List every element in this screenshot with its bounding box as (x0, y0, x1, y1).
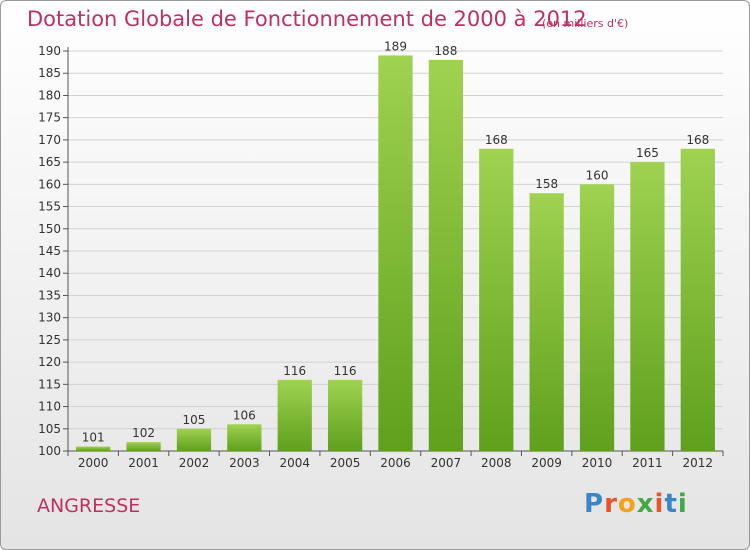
x-tick-label: 2011 (632, 456, 663, 470)
logo-letter: t (664, 489, 678, 519)
bar (227, 424, 262, 451)
bar (176, 428, 212, 451)
y-tick-label: 145 (38, 244, 61, 258)
place-name: ANGRESSE (37, 495, 141, 517)
data-label: 116 (334, 364, 357, 378)
labels: 2000 101 2001 102 2002 105 2003 106 2004 116 2005 1… (78, 39, 713, 470)
y-tick-label: 160 (38, 177, 61, 191)
x-tick-label: 2009 (531, 456, 562, 470)
logo-letter: i (654, 489, 665, 519)
x-tick-label: 2005 (330, 456, 361, 470)
x-tick-label: 2012 (683, 456, 714, 470)
data-label: 168 (686, 133, 709, 147)
y-tick-label: 130 (38, 311, 61, 325)
x-tick-label: 2004 (279, 456, 310, 470)
bar (479, 148, 514, 451)
bar (327, 379, 363, 451)
y-tick-label: 190 (38, 44, 61, 58)
x-tick-label: 2008 (481, 456, 512, 470)
data-label: 102 (132, 426, 155, 440)
data-label: 168 (485, 133, 508, 147)
data-label: 188 (434, 44, 457, 58)
axes: 100 105 110 115 120 125 130 135 140 145 150 155 160 1… (38, 44, 724, 458)
y-tick-label: 165 (38, 155, 61, 169)
y-tick-label: 115 (38, 377, 61, 391)
data-label: 106 (233, 408, 256, 422)
y-tick-label: 185 (38, 66, 61, 80)
x-tick-label: 2006 (380, 456, 411, 470)
x-tick-label: 2007 (431, 456, 462, 470)
bar (680, 148, 715, 451)
bars (76, 55, 715, 452)
data-label: 160 (586, 168, 609, 182)
y-tick-label: 100 (38, 444, 61, 458)
y-tick-label: 120 (38, 355, 61, 369)
y-tick-label: 140 (38, 266, 61, 280)
y-tick-label: 175 (38, 111, 61, 125)
data-label: 116 (283, 364, 306, 378)
data-label: 165 (636, 146, 659, 160)
bar (378, 55, 413, 451)
y-tick-label: 105 (38, 422, 61, 436)
y-tick-label: 155 (38, 200, 61, 214)
x-tick-label: 2000 (78, 456, 109, 470)
data-label: 105 (183, 413, 206, 427)
x-tick-label: 2001 (128, 456, 159, 470)
y-tick-label: 110 (38, 400, 61, 414)
chart-title: Dotation Globale de Fonctionnement de 20… (27, 7, 587, 31)
y-tick-label: 135 (38, 288, 61, 302)
bar (579, 184, 615, 452)
x-tick-label: 2010 (582, 456, 613, 470)
bar (277, 379, 312, 451)
bar (529, 193, 564, 451)
y-tick-label: 180 (38, 88, 61, 102)
data-label: 189 (384, 39, 407, 53)
chart-subtitle: (en milliers d'€) (542, 17, 629, 30)
logo-letter: o (617, 489, 637, 519)
bar (126, 442, 161, 451)
y-tick-label: 125 (38, 333, 61, 347)
bar (630, 162, 665, 451)
data-label: 101 (82, 431, 105, 445)
logo-letter: x (636, 489, 655, 519)
x-tick-label: 2002 (179, 456, 210, 470)
logo-letter: r (604, 489, 618, 519)
data-label: 158 (535, 177, 558, 191)
bar (76, 446, 111, 451)
y-tick-label: 170 (38, 133, 61, 147)
logo-letter: i (677, 489, 688, 519)
logo-letter: P (584, 489, 605, 519)
y-tick-label: 150 (38, 222, 61, 236)
x-tick-label: 2003 (229, 456, 260, 470)
proxiti-logo: Proxiti (584, 489, 688, 519)
bar (428, 59, 464, 452)
